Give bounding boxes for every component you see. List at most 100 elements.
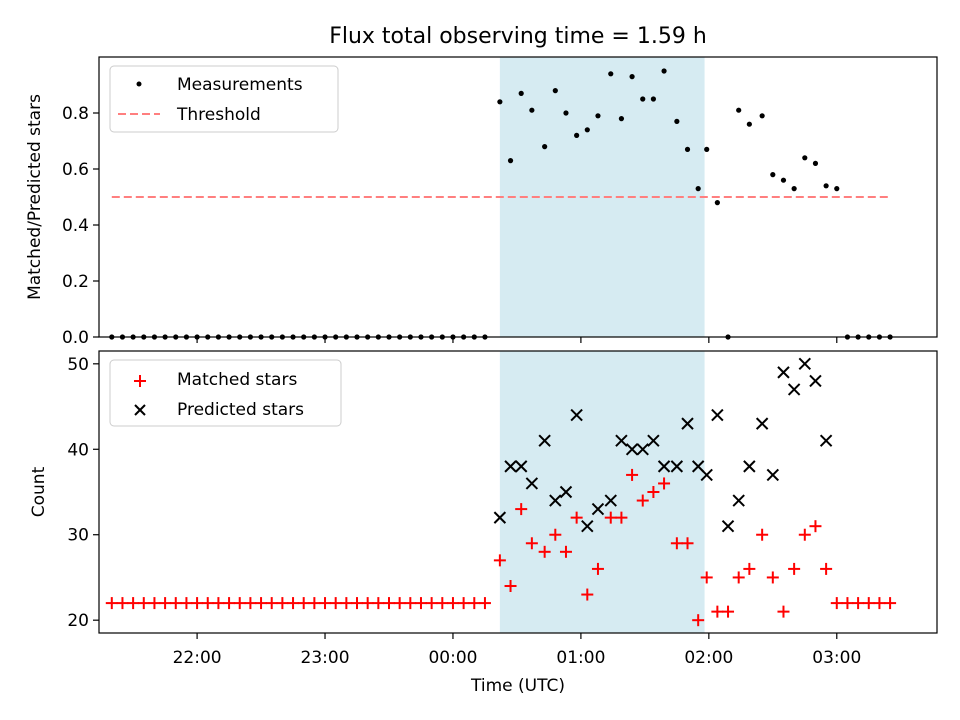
- predicted-star-point: [636, 443, 649, 456]
- top-y-tick-label: 0.4: [62, 216, 89, 236]
- measurement-point: [595, 113, 601, 119]
- legend-measurements-marker: [136, 81, 142, 87]
- matched-star-point: [766, 571, 779, 584]
- bottom-x-tick-label: 01:00: [556, 648, 605, 668]
- matched-star-point: [265, 597, 278, 610]
- matched-star-point: [852, 597, 865, 610]
- matched-star-point: [169, 597, 182, 610]
- matched-star-point: [504, 580, 517, 592]
- top-x-ticks: [196, 337, 838, 343]
- matched-star-point: [351, 597, 364, 610]
- predicted-star-point: [777, 366, 790, 379]
- matched-star-point: [841, 597, 854, 610]
- matched-star-point: [393, 597, 406, 610]
- measurement-point: [552, 88, 558, 94]
- matched-star-point: [788, 562, 801, 575]
- matched-star-point: [478, 597, 491, 610]
- predicted-star-point: [711, 408, 724, 422]
- predicted-star-point: [591, 502, 605, 516]
- predicted-star-point: [819, 434, 833, 447]
- matched-star-point: [581, 588, 594, 601]
- bottom-y-tick-label: 30: [67, 526, 89, 546]
- matched-star-point: [873, 597, 886, 610]
- legend-measurements-label: Measurements: [177, 75, 303, 95]
- matched-star-point: [287, 597, 300, 610]
- predicted-star-point: [743, 460, 756, 473]
- matched-star-point: [319, 597, 332, 610]
- top-shaded-interval: [499, 57, 705, 337]
- predicted-star-point: [514, 460, 528, 473]
- predicted-star-point: [559, 485, 573, 499]
- matched-star-point: [340, 597, 353, 610]
- predicted-star-point: [625, 443, 639, 456]
- bottom-y-tick-label: 20: [67, 611, 89, 631]
- matched-star-point: [862, 597, 875, 610]
- legend-threshold-label: Threshold: [176, 105, 261, 125]
- measurement-point: [823, 183, 829, 189]
- legend-matched-marker: [134, 375, 146, 387]
- predicted-star-point: [798, 357, 812, 371]
- measurement-point: [497, 99, 503, 105]
- matched-star-point: [361, 597, 374, 610]
- bottom-plot-frame: [98, 350, 938, 634]
- matched-star-point: [297, 597, 310, 610]
- matched-star-point: [604, 511, 617, 524]
- matched-star-point: [159, 597, 172, 610]
- predicted-star-point: [604, 494, 617, 507]
- matched-star-point: [711, 605, 724, 618]
- predicted-star-point: [657, 460, 671, 473]
- matched-star-point: [798, 528, 811, 541]
- predicted-star-point: [721, 519, 735, 533]
- measurement-point: [834, 186, 840, 192]
- bottom-y-tick-label: 40: [67, 440, 89, 460]
- matched-star-point: [255, 597, 268, 610]
- measurement-point: [640, 96, 646, 102]
- matched-star-point: [493, 554, 506, 567]
- matched-star-point: [212, 597, 225, 610]
- measurement-point: [629, 74, 635, 80]
- predicted-star-point: [787, 383, 801, 396]
- measurement-point: [746, 121, 752, 127]
- matched-star-point: [329, 597, 342, 610]
- matched-star-point: [457, 597, 470, 610]
- top-legend: Measurements Threshold: [109, 65, 339, 133]
- measurement-point: [802, 155, 808, 161]
- matched-star-point: [591, 562, 604, 575]
- legend-matched-label: Matched stars: [177, 370, 297, 390]
- predicted-star-point: [615, 434, 628, 447]
- top-y-ticks: 0.0 0.2 0.4 0.6 0.8: [62, 104, 99, 348]
- matched-star-point: [681, 537, 694, 550]
- predicted-star-point: [581, 519, 594, 533]
- matched-star-point: [559, 545, 572, 558]
- bottom-x-tick-label: 03:00: [812, 648, 861, 668]
- matched-star-point: [127, 597, 140, 610]
- matched-star-point: [223, 597, 236, 610]
- bottom-y-ticks: 20 30 40 50: [67, 355, 99, 631]
- matched-star-point: [700, 571, 713, 584]
- matched-star-point: [820, 562, 833, 575]
- bottom-x-tick-label: 23:00: [301, 648, 350, 668]
- predicted-star-point: [766, 468, 780, 482]
- measurement-point: [714, 200, 720, 206]
- bottom-y-axis-label: Count: [29, 466, 49, 517]
- legend-predicted-label: Predicted stars: [177, 400, 304, 420]
- matched-star-point: [191, 597, 204, 610]
- predicted-star-point: [755, 417, 769, 430]
- measurement-point: [674, 118, 680, 124]
- matched-star-point: [404, 597, 417, 610]
- measurement-point: [529, 107, 535, 113]
- matched-star-point: [732, 571, 745, 584]
- matched-star-point: [647, 486, 660, 498]
- matched-star-point: [276, 597, 289, 610]
- measurement-point: [736, 107, 742, 113]
- measurement-point: [650, 96, 657, 102]
- matched-star-point: [137, 597, 150, 610]
- matched-star-point: [244, 597, 257, 610]
- measurement-point: [759, 113, 765, 119]
- matched-star-point: [615, 511, 628, 524]
- matched-star-point: [538, 545, 551, 558]
- bottom-x-ticks: 22:00 23:00 00:00 01:00 02:00 03:00: [173, 633, 861, 668]
- measurement-point: [563, 110, 569, 116]
